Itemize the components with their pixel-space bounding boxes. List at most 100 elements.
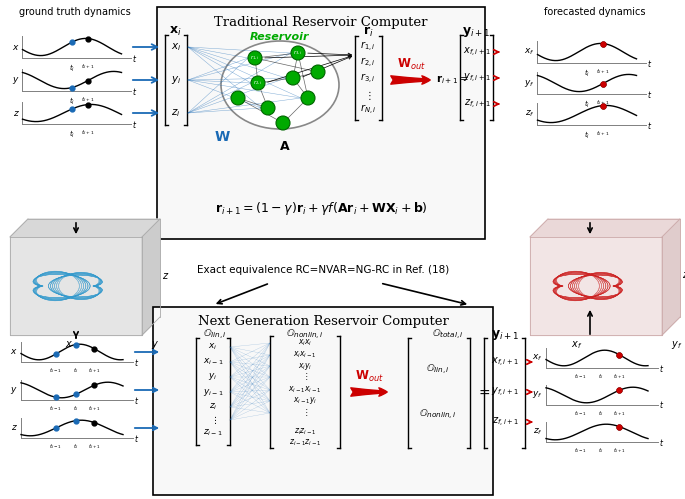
Text: $y_i$: $y_i$ <box>171 74 182 86</box>
Circle shape <box>251 76 265 90</box>
Text: $y$: $y$ <box>10 385 18 396</box>
Text: $t$: $t$ <box>132 118 138 130</box>
Text: $x_{i-1}$: $x_{i-1}$ <box>203 357 223 367</box>
Text: $t_i$: $t_i$ <box>73 366 79 375</box>
Text: $t_{i+1}$: $t_{i+1}$ <box>81 129 95 137</box>
Text: $r_{1,i}$: $r_{1,i}$ <box>360 40 376 54</box>
Text: $y$: $y$ <box>151 339 159 351</box>
Text: ground truth dynamics: ground truth dynamics <box>19 7 131 17</box>
Text: $x$: $x$ <box>10 347 18 356</box>
Text: $\mathbf{r}_{i+1} = (1-\gamma)\mathbf{r}_i + \gamma f(\mathbf{A}\mathbf{r}_i + \: $\mathbf{r}_{i+1} = (1-\gamma)\mathbf{r}… <box>214 200 427 217</box>
Text: $x_i y_i$: $x_i y_i$ <box>298 360 312 371</box>
Text: $\mathbb{O}_{lin,i}$: $\mathbb{O}_{lin,i}$ <box>203 328 227 342</box>
Text: $t_i$: $t_i$ <box>599 410 603 418</box>
Circle shape <box>261 101 275 115</box>
Text: $z_i$: $z_i$ <box>171 107 181 119</box>
Text: $x_i x_i$: $x_i x_i$ <box>298 338 312 348</box>
Text: $\mathbf{y}_{i+1}$: $\mathbf{y}_{i+1}$ <box>491 328 519 342</box>
Text: $r_{2,i}$: $r_{2,i}$ <box>360 56 376 70</box>
Text: $x$: $x$ <box>65 339 73 349</box>
Circle shape <box>311 65 325 79</box>
Text: $y_{i-1}$: $y_{i-1}$ <box>203 387 223 398</box>
Text: $t_i$: $t_i$ <box>73 405 79 413</box>
Text: $\mathbf{W}$: $\mathbf{W}$ <box>214 130 230 144</box>
Text: $t$: $t$ <box>134 433 139 444</box>
Text: forecasted dynamics: forecasted dynamics <box>545 7 646 17</box>
Text: $y_{f,i+1}$: $y_{f,i+1}$ <box>491 385 519 399</box>
Text: $t$: $t$ <box>659 400 664 411</box>
Text: $t_{i+1}$: $t_{i+1}$ <box>596 130 610 138</box>
Text: $\mathbf{x}_i$: $\mathbf{x}_i$ <box>169 25 182 38</box>
Text: $\mathbf{r}_i$: $\mathbf{r}_i$ <box>362 25 373 39</box>
Text: $\mathbf{y}_{i+1}$: $\mathbf{y}_{i+1}$ <box>462 25 490 39</box>
Text: $r_{2,i}$: $r_{2,i}$ <box>253 79 263 87</box>
Text: $y_f$: $y_f$ <box>671 339 682 351</box>
Polygon shape <box>10 237 142 335</box>
Text: $r_{1,i}$: $r_{1,i}$ <box>250 54 260 62</box>
Text: $z$: $z$ <box>11 424 18 433</box>
Text: $t_{i+1}$: $t_{i+1}$ <box>81 62 95 71</box>
Text: Reservoir: Reservoir <box>250 32 310 42</box>
Text: $z_i$: $z_i$ <box>209 402 217 412</box>
Text: $t$: $t$ <box>134 395 139 406</box>
Text: $\vdots$: $\vdots$ <box>302 371 308 383</box>
Text: $z_f$: $z_f$ <box>533 427 543 437</box>
Circle shape <box>276 116 290 130</box>
Polygon shape <box>142 219 160 335</box>
Text: $t_i$: $t_i$ <box>69 129 75 140</box>
Text: Exact equivalence RC=NVAR=NG-RC in Ref. (18): Exact equivalence RC=NVAR=NG-RC in Ref. … <box>197 265 449 275</box>
Polygon shape <box>10 219 160 237</box>
Text: $t_i$: $t_i$ <box>69 62 75 74</box>
Text: $z_{f,i+1}$: $z_{f,i+1}$ <box>464 97 490 111</box>
Text: $t_{i-1}$: $t_{i-1}$ <box>49 366 62 375</box>
Text: $t_{i-1}$: $t_{i-1}$ <box>574 410 587 418</box>
Text: $t_{i-1}$: $t_{i-1}$ <box>574 372 587 381</box>
Text: $z$: $z$ <box>162 271 169 281</box>
Text: $x_f$: $x_f$ <box>532 353 543 363</box>
Text: $\mathbf{W}_{out}$: $\mathbf{W}_{out}$ <box>397 57 425 72</box>
Text: $\mathbb{O}_{total,i}$: $\mathbb{O}_{total,i}$ <box>432 328 464 342</box>
Text: $t_i$: $t_i$ <box>69 95 75 107</box>
Text: $t_{i+1}$: $t_{i+1}$ <box>81 95 95 104</box>
Text: $x_f$: $x_f$ <box>571 339 582 351</box>
Text: $t$: $t$ <box>659 437 664 448</box>
Text: $t$: $t$ <box>132 85 138 96</box>
Text: $t_i$: $t_i$ <box>584 98 590 110</box>
Text: $t_{i-1}$: $t_{i-1}$ <box>574 447 587 456</box>
Bar <box>157 7 485 239</box>
Text: $t_{i+1}$: $t_{i+1}$ <box>596 98 610 107</box>
Text: $t_{i+1}$: $t_{i+1}$ <box>613 410 626 418</box>
Text: $t$: $t$ <box>647 119 653 131</box>
Text: $t_{i+1}$: $t_{i+1}$ <box>613 447 626 456</box>
Text: $t_i$: $t_i$ <box>584 67 590 79</box>
Circle shape <box>231 91 245 105</box>
Text: $\mathbf{r}_{i+1}=$: $\mathbf{r}_{i+1}=$ <box>436 73 469 86</box>
Text: $x_i x_{i-1}$: $x_i x_{i-1}$ <box>293 350 317 360</box>
Text: $\vdots$: $\vdots$ <box>210 414 216 426</box>
Text: $x_f$: $x_f$ <box>524 47 534 57</box>
Polygon shape <box>530 237 662 335</box>
Polygon shape <box>662 219 680 335</box>
Text: $x_{f,i+1}$: $x_{f,i+1}$ <box>463 45 491 58</box>
Text: $r_{3,i}$: $r_{3,i}$ <box>293 49 303 57</box>
Text: $\mathbb{O}_{nonlin,i}$: $\mathbb{O}_{nonlin,i}$ <box>419 408 457 422</box>
Text: $z_{i-1}$: $z_{i-1}$ <box>203 428 223 438</box>
Text: $t_i$: $t_i$ <box>73 443 79 452</box>
Circle shape <box>291 46 305 60</box>
Text: $y_f$: $y_f$ <box>524 77 534 88</box>
Ellipse shape <box>221 41 339 129</box>
Text: $z_i z_{i-1}$: $z_i z_{i-1}$ <box>294 427 316 437</box>
Text: $t_{i+1}$: $t_{i+1}$ <box>88 405 101 413</box>
Text: $y_i$: $y_i$ <box>208 371 218 383</box>
Text: $x_{f,i+1}$: $x_{f,i+1}$ <box>491 355 519 369</box>
Text: $t$: $t$ <box>132 52 138 63</box>
Text: $t$: $t$ <box>134 356 139 367</box>
Text: $x_{i-1}x_{i-1}$: $x_{i-1}x_{i-1}$ <box>288 385 322 395</box>
Circle shape <box>248 51 262 65</box>
Text: $t_i$: $t_i$ <box>584 130 590 141</box>
Text: $\vdots$: $\vdots$ <box>302 408 308 419</box>
Circle shape <box>301 91 315 105</box>
Text: $z_f$: $z_f$ <box>682 270 685 282</box>
Text: $t$: $t$ <box>659 362 664 373</box>
Text: $t$: $t$ <box>647 57 653 68</box>
